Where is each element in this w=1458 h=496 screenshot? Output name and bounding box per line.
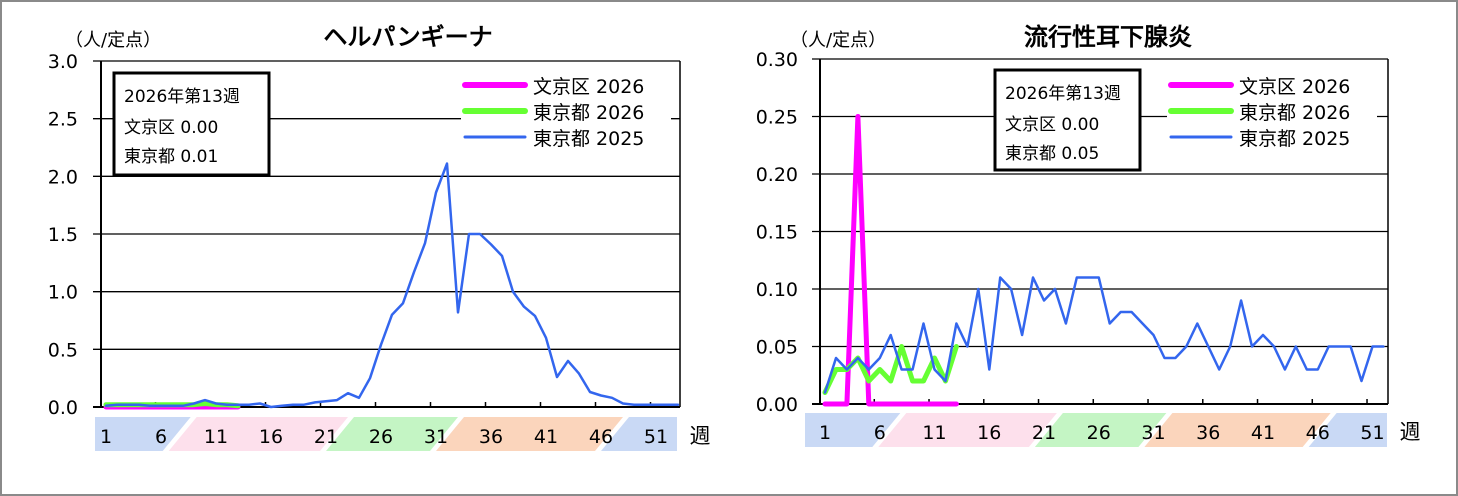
season-band (1034, 413, 1167, 447)
x-tick-label: 31 (424, 426, 448, 448)
x-tick-label: 51 (1360, 422, 1384, 444)
info-bunkyo: 文京区 0.00 (1005, 115, 1099, 135)
x-tick-label: 36 (479, 426, 503, 448)
x-axis-label: 週 (690, 424, 711, 448)
legend-label: 東京都 2025 (533, 128, 644, 150)
y-tick-label: 1.0 (48, 282, 78, 304)
y-tick-label: 3.0 (48, 51, 78, 73)
season-band (878, 413, 1057, 447)
info-tokyo: 東京都 0.05 (1005, 144, 1099, 164)
x-tick-label: 16 (259, 426, 283, 448)
legend: 文京区 2026 東京都 2026 東京都 2025 (1167, 75, 1377, 151)
legend: 文京区 2026 東京都 2026 東京都 2025 (461, 75, 671, 151)
chart-title: ヘルパンギーナ (323, 23, 492, 51)
x-tick-label: 1 (100, 426, 112, 448)
legend-label: 東京都 2026 (1239, 102, 1350, 124)
chart-herpangina: ヘルパンギーナ （人/定点） 0.0 0.5 1.0 1.5 2.0 2.5 3.0 2026年第… (48, 23, 711, 451)
x-tick-label: 16 (977, 422, 1001, 444)
legend-label: 文京区 2026 (533, 76, 644, 98)
legend-label: 東京都 2025 (1239, 128, 1350, 150)
series-line (822, 344, 959, 395)
x-tick-label: 41 (1251, 422, 1275, 444)
season-band (601, 417, 677, 451)
season-band (436, 417, 623, 451)
legend-label: 東京都 2026 (533, 102, 644, 124)
y-axis-unit: （人/定点） (790, 30, 886, 51)
x-tick-label: 36 (1196, 422, 1220, 444)
season-band (326, 417, 458, 451)
info-bunkyo: 文京区 0.00 (124, 118, 218, 138)
x-axis-label: 週 (1400, 420, 1421, 444)
series-line (823, 276, 1385, 394)
info-tokyo: 東京都 0.01 (124, 147, 218, 167)
x-tick-label: 6 (874, 422, 886, 444)
x-tick-label: 26 (369, 426, 393, 448)
x-tick-label: 46 (1306, 422, 1330, 444)
y-tick-label: 0.25 (756, 107, 798, 129)
y-axis-unit: （人/定点） (65, 30, 161, 51)
y-tick-label: 0.0 (48, 397, 78, 419)
season-band (1144, 413, 1331, 447)
y-tick-label: 0.5 (48, 339, 78, 361)
y-tick-label: 0.10 (756, 279, 798, 301)
x-tick-label: 31 (1141, 422, 1165, 444)
x-tick-label: 46 (589, 426, 613, 448)
x-tick-label: 26 (1087, 422, 1111, 444)
season-band (95, 417, 191, 451)
season-band (168, 417, 348, 451)
y-tick-label: 2.5 (48, 109, 78, 131)
series-line (104, 162, 680, 409)
y-tick-label: 0.00 (756, 394, 798, 416)
y-tick-label: 2.0 (48, 166, 78, 188)
legend-label: 文京区 2026 (1239, 76, 1350, 98)
x-tick-label: 21 (314, 426, 338, 448)
y-tick-label: 0.20 (756, 164, 798, 186)
season-band (1308, 413, 1387, 447)
x-tick-label: 21 (1032, 422, 1056, 444)
x-tick-label: 11 (204, 426, 228, 448)
info-week: 2026年第13週 (1005, 84, 1121, 104)
x-tick-label: 6 (155, 426, 167, 448)
x-tick-label: 41 (534, 426, 558, 448)
x-tick-label: 11 (922, 422, 946, 444)
y-tick-label: 0.05 (756, 337, 798, 359)
chart-title: 流行性耳下腺炎 (1024, 23, 1192, 51)
y-tick-label: 1.5 (48, 224, 78, 246)
x-tick-label: 1 (819, 422, 831, 444)
info-week: 2026年第13週 (124, 87, 240, 107)
y-tick-label: 0.15 (756, 222, 798, 244)
y-tick-label: 0.30 (756, 49, 798, 71)
x-tick-label: 51 (644, 426, 668, 448)
season-band (805, 413, 901, 447)
series-line (822, 114, 959, 407)
